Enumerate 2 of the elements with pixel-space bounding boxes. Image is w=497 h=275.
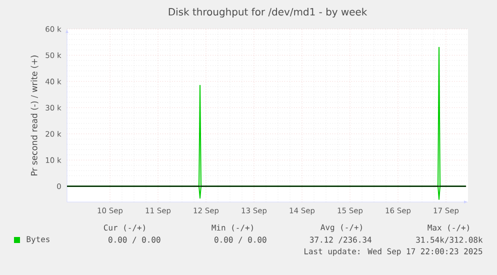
y-axis-title: Pr second read (-) / write (+) — [30, 56, 38, 176]
chart-title: Disk throughput for /dev/md1 - by week — [168, 8, 368, 18]
